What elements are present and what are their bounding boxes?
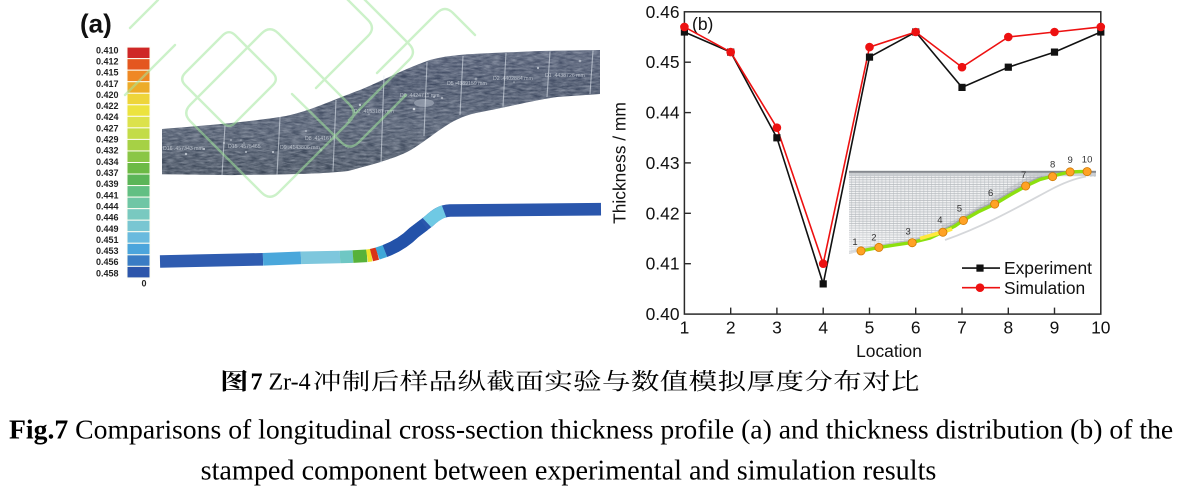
svg-text:Experiment: Experiment bbox=[1004, 258, 1092, 278]
svg-text:0.446: 0.446 bbox=[96, 213, 119, 223]
svg-text:D7 .4153187 mm: D7 .4153187 mm bbox=[354, 109, 394, 115]
svg-text:0.432: 0.432 bbox=[96, 146, 119, 156]
svg-text:0: 0 bbox=[141, 279, 146, 289]
svg-text:0.42: 0.42 bbox=[646, 203, 680, 223]
svg-text:0.40: 0.40 bbox=[646, 304, 680, 324]
svg-text:D8 .4141617: D8 .4141617 bbox=[305, 136, 335, 142]
svg-text:0.437: 0.437 bbox=[96, 168, 119, 178]
svg-text:D16 .457343 mm: D16 .457343 mm bbox=[163, 146, 203, 152]
svg-text:0.458: 0.458 bbox=[96, 268, 119, 278]
svg-text:1: 1 bbox=[680, 318, 690, 338]
svg-text:0.434: 0.434 bbox=[96, 157, 119, 167]
svg-text:0.45: 0.45 bbox=[646, 52, 680, 72]
svg-text:Location: Location bbox=[856, 341, 922, 361]
svg-text:8: 8 bbox=[1050, 160, 1055, 171]
svg-text:0.439: 0.439 bbox=[96, 179, 119, 189]
svg-text:5: 5 bbox=[957, 204, 962, 215]
svg-text:Simulation: Simulation bbox=[1004, 278, 1085, 298]
svg-text:0.451: 0.451 bbox=[96, 235, 119, 245]
svg-text:0.41: 0.41 bbox=[646, 254, 680, 274]
svg-text:10: 10 bbox=[1091, 318, 1110, 338]
svg-text:3: 3 bbox=[906, 227, 911, 238]
svg-text:0.427: 0.427 bbox=[96, 123, 119, 133]
svg-text:3: 3 bbox=[772, 318, 782, 338]
svg-text:0.417: 0.417 bbox=[96, 79, 119, 89]
svg-text:Zr-4: Zr-4 bbox=[269, 370, 311, 396]
svg-text:Fig.7 Comparisons of longitudi: Fig.7 Comparisons of longitudinal cross-… bbox=[9, 414, 1173, 445]
svg-text:7: 7 bbox=[251, 370, 263, 396]
svg-text:0.412: 0.412 bbox=[96, 57, 119, 67]
svg-text:(b): (b) bbox=[692, 14, 713, 34]
svg-text:0.453: 0.453 bbox=[96, 246, 119, 256]
svg-text:0.420: 0.420 bbox=[96, 90, 119, 100]
svg-text:4: 4 bbox=[818, 318, 828, 338]
svg-text:1: 1 bbox=[852, 237, 857, 248]
svg-text:Thickness / mm: Thickness / mm bbox=[610, 102, 630, 224]
svg-text:5: 5 bbox=[865, 318, 875, 338]
svg-text:0.46: 0.46 bbox=[646, 2, 680, 22]
svg-text:2: 2 bbox=[871, 232, 876, 243]
svg-text:0.43: 0.43 bbox=[646, 153, 680, 173]
svg-text:D2 .4402884 mm: D2 .4402884 mm bbox=[493, 76, 533, 82]
svg-text:D1 .4438726 mm: D1 .4438726 mm bbox=[545, 73, 585, 79]
svg-text:D5 .4389159 mm: D5 .4389159 mm bbox=[447, 81, 487, 87]
svg-text:2: 2 bbox=[726, 318, 736, 338]
svg-text:0.444: 0.444 bbox=[96, 202, 119, 212]
svg-text:stamped component between expe: stamped component between experimental a… bbox=[201, 456, 937, 487]
svg-text:(a): (a) bbox=[80, 9, 112, 39]
svg-text:0.456: 0.456 bbox=[96, 257, 119, 267]
svg-text:0.415: 0.415 bbox=[96, 68, 119, 78]
svg-text:6: 6 bbox=[988, 188, 993, 199]
svg-text:6: 6 bbox=[911, 318, 921, 338]
svg-text:7: 7 bbox=[957, 318, 967, 338]
svg-text:D9 .4143806 mm: D9 .4143806 mm bbox=[280, 145, 320, 151]
svg-text:0.424: 0.424 bbox=[96, 112, 119, 122]
svg-text:9: 9 bbox=[1067, 155, 1072, 166]
svg-text:10: 10 bbox=[1082, 155, 1093, 166]
svg-text:4: 4 bbox=[937, 215, 942, 226]
svg-text:0.449: 0.449 bbox=[96, 224, 119, 234]
svg-text:0.441: 0.441 bbox=[96, 190, 119, 200]
svg-text:9: 9 bbox=[1050, 318, 1060, 338]
svg-text:0.410: 0.410 bbox=[96, 45, 119, 55]
svg-text:8: 8 bbox=[1003, 318, 1013, 338]
svg-text:D15 .4575465: D15 .4575465 bbox=[228, 144, 261, 150]
svg-text:0.44: 0.44 bbox=[646, 103, 680, 123]
svg-text:0.429: 0.429 bbox=[96, 135, 119, 145]
svg-text:D6 .4424711 mm: D6 .4424711 mm bbox=[400, 93, 439, 99]
svg-text:7: 7 bbox=[1021, 170, 1026, 181]
svg-text:0.422: 0.422 bbox=[96, 101, 119, 111]
